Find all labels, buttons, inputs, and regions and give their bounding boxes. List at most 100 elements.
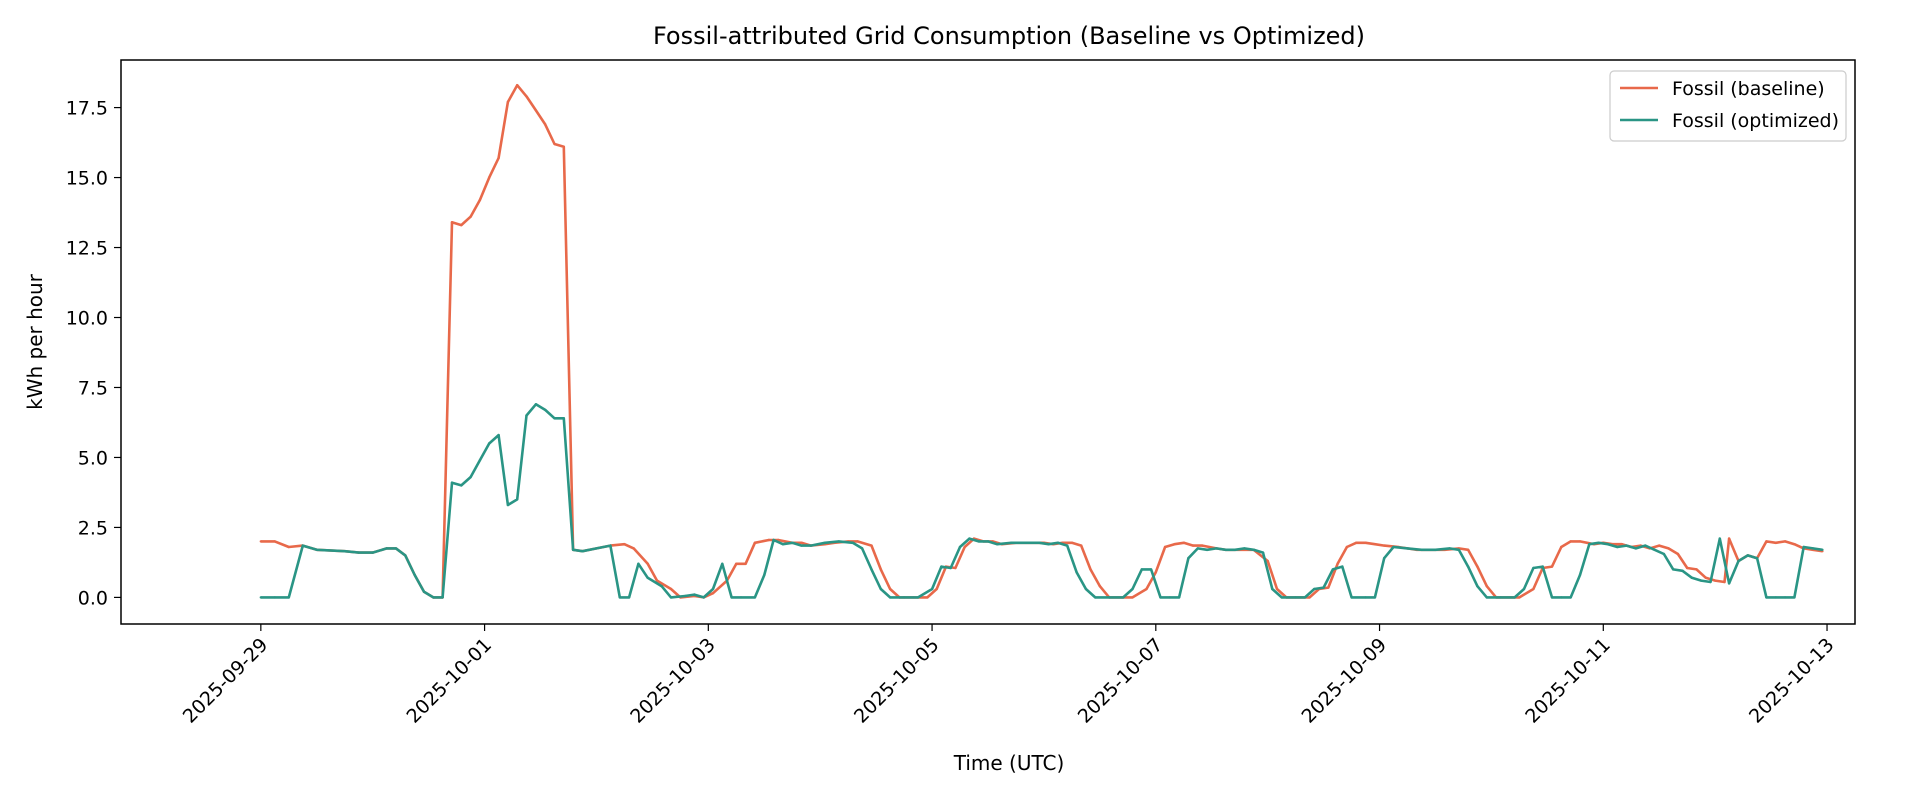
data-point bbox=[1821, 548, 1824, 551]
data-point bbox=[1038, 541, 1041, 544]
data-point bbox=[1163, 545, 1167, 549]
y-tick-label: 2.5 bbox=[78, 517, 108, 539]
data-point bbox=[1173, 543, 1176, 546]
data-point bbox=[1704, 576, 1708, 579]
data-point bbox=[525, 95, 528, 98]
data-point bbox=[1658, 544, 1661, 547]
data-point bbox=[1737, 559, 1740, 563]
data-point bbox=[609, 544, 612, 547]
plot-frame bbox=[120, 59, 1856, 625]
data-point bbox=[1793, 543, 1796, 546]
data-point bbox=[1625, 544, 1628, 547]
data-point bbox=[721, 562, 724, 565]
data-point bbox=[1313, 587, 1316, 591]
x-axis-label: Time (UTC) bbox=[953, 751, 1065, 775]
data-point bbox=[1303, 596, 1307, 599]
data-point bbox=[1448, 547, 1451, 550]
data-point bbox=[870, 544, 873, 547]
data-point bbox=[809, 544, 813, 547]
data-point bbox=[879, 568, 882, 571]
chart-title: Fossil-attributed Grid Consumption (Base… bbox=[653, 22, 1365, 50]
data-point bbox=[1084, 587, 1088, 591]
data-point bbox=[1010, 541, 1013, 544]
data-point bbox=[1690, 576, 1694, 579]
data-point bbox=[1094, 596, 1097, 599]
data-point bbox=[1149, 568, 1153, 571]
data-point bbox=[287, 545, 290, 549]
data-point bbox=[935, 587, 938, 591]
data-point bbox=[544, 408, 547, 412]
data-point bbox=[1294, 596, 1297, 599]
data-point bbox=[791, 541, 794, 544]
data-point bbox=[800, 541, 803, 544]
data-point bbox=[343, 550, 346, 553]
data-point bbox=[1653, 548, 1656, 551]
data-point bbox=[404, 554, 407, 557]
y-axis: 0.0 2.5 5.0 7.5 10.0 12.5 15.0 17.5 bbox=[66, 98, 121, 609]
data-point bbox=[958, 545, 962, 549]
data-point bbox=[1588, 543, 1591, 546]
data-point bbox=[753, 596, 757, 599]
data-point bbox=[1578, 573, 1582, 577]
plot-area bbox=[259, 83, 1824, 599]
data-point bbox=[1466, 548, 1470, 551]
legend-label: Fossil (baseline) bbox=[1672, 78, 1825, 100]
data-point bbox=[1476, 565, 1479, 568]
series-points-1 bbox=[259, 403, 1824, 599]
data-point bbox=[763, 573, 766, 577]
data-point bbox=[1616, 545, 1619, 549]
data-point bbox=[1355, 541, 1358, 544]
data-point bbox=[1541, 565, 1544, 568]
data-point bbox=[1709, 580, 1712, 584]
data-point bbox=[441, 596, 444, 599]
y-tick-label: 17.5 bbox=[66, 98, 108, 120]
data-point bbox=[460, 484, 463, 487]
data-point bbox=[669, 596, 673, 599]
data-point bbox=[735, 562, 738, 565]
data-point bbox=[1765, 540, 1768, 543]
data-point bbox=[1108, 596, 1111, 599]
data-point bbox=[856, 540, 859, 543]
data-point bbox=[1336, 562, 1339, 565]
data-point bbox=[1080, 544, 1083, 547]
data-point bbox=[1373, 543, 1377, 546]
data-point bbox=[1499, 596, 1502, 599]
legend-box bbox=[1609, 70, 1847, 142]
data-point bbox=[1578, 540, 1582, 543]
data-point bbox=[1089, 568, 1092, 571]
data-point bbox=[478, 459, 482, 462]
data-point bbox=[1476, 585, 1479, 588]
data-point bbox=[781, 543, 785, 546]
data-point bbox=[1700, 579, 1703, 582]
data-point bbox=[1215, 547, 1218, 550]
data-point bbox=[1676, 552, 1680, 556]
data-point bbox=[1373, 596, 1377, 599]
data-point bbox=[1634, 547, 1638, 550]
data-point bbox=[683, 594, 687, 598]
data-point bbox=[851, 541, 854, 544]
data-point bbox=[1271, 587, 1274, 591]
data-point bbox=[1224, 548, 1227, 551]
data-point bbox=[744, 562, 747, 565]
data-point bbox=[1341, 565, 1344, 568]
data-point bbox=[534, 109, 538, 112]
data-point bbox=[977, 540, 980, 543]
data-point bbox=[1322, 586, 1325, 589]
data-point bbox=[385, 547, 388, 550]
data-point bbox=[1485, 596, 1489, 599]
data-point bbox=[1070, 541, 1074, 544]
data-point bbox=[996, 543, 999, 546]
data-point bbox=[469, 215, 472, 218]
data-point bbox=[1275, 587, 1279, 591]
data-point bbox=[488, 176, 491, 179]
data-point bbox=[273, 596, 276, 599]
data-point bbox=[1205, 548, 1209, 551]
data-point bbox=[581, 550, 584, 553]
data-point bbox=[1727, 582, 1731, 585]
data-point bbox=[1177, 596, 1181, 599]
data-point bbox=[1513, 596, 1516, 599]
data-point bbox=[1518, 596, 1521, 599]
data-point bbox=[1681, 569, 1684, 572]
data-point bbox=[562, 417, 565, 420]
data-point bbox=[394, 547, 398, 550]
